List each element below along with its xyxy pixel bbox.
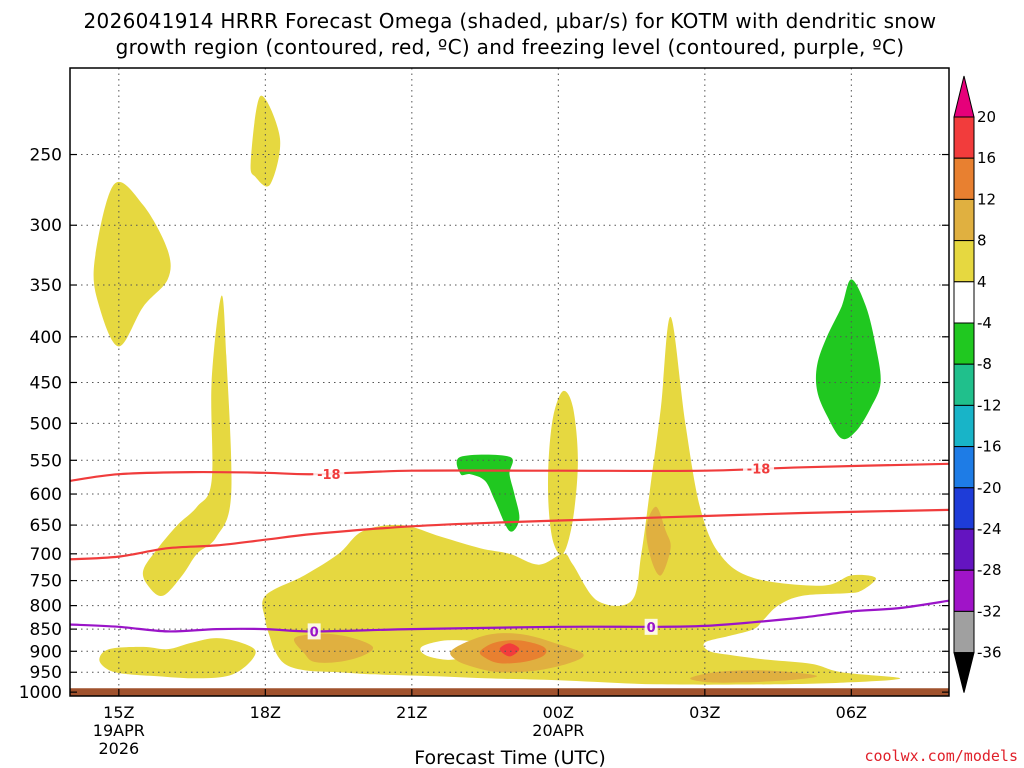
x-tick-label: 15Z	[103, 703, 134, 722]
y-axis-ticks: 2503003504004505005506006507007508008509…	[19, 146, 949, 703]
colorbar-label: 4	[977, 273, 987, 291]
omega-region-green	[456, 454, 520, 532]
chart-title-line-1: 2026041914 HRRR Forecast Omega (shaded, …	[84, 9, 937, 33]
contour-line--12	[70, 508, 949, 561]
x-tick-year: 2026	[98, 739, 139, 758]
colorbar-label: 12	[977, 190, 996, 208]
colorbar-label: 16	[977, 149, 996, 167]
contour-line-0	[70, 599, 949, 633]
omega-region-yellow	[93, 181, 171, 347]
omega-region-green	[815, 279, 881, 440]
colorbar-label: -24	[977, 520, 1002, 538]
contour-label: 0	[310, 625, 319, 640]
omega-region-yellow	[99, 638, 256, 679]
y-tick-label: 800	[30, 597, 62, 617]
colorbar-segment	[953, 528, 975, 571]
omega-region-tan	[646, 506, 671, 576]
omega-region-yellow	[262, 316, 901, 685]
y-tick-label: 650	[30, 516, 62, 536]
y-tick-label: 950	[30, 663, 62, 683]
colorbar-label: -36	[977, 644, 1002, 662]
x-tick-date: 19APR	[93, 721, 145, 740]
colorbar-segment	[953, 322, 975, 365]
omega-region-yellow	[142, 295, 232, 597]
omega-shading-layer	[93, 95, 901, 685]
chart-title-line-2: growth region (contoured, red, ºC) and f…	[116, 35, 905, 59]
colorbar-label: -32	[977, 602, 1002, 620]
colorbar-segment	[953, 446, 975, 489]
colorbar-segment	[953, 198, 975, 242]
y-tick-label: 450	[30, 373, 62, 393]
x-tick-label: 18Z	[250, 703, 281, 722]
colorbar-segment	[953, 157, 975, 200]
contour-label-background	[743, 460, 775, 477]
colorbar-segment	[953, 569, 975, 612]
colorbar-label: -8	[977, 355, 992, 373]
omega-region-red	[499, 643, 520, 657]
contour-label: -18	[317, 468, 341, 483]
colorbar-label: -16	[977, 438, 1002, 456]
colorbar-label: 8	[977, 232, 987, 250]
grid-layer	[70, 68, 949, 696]
x-tick-label: 00Z	[543, 703, 574, 722]
y-tick-label: 400	[30, 328, 62, 348]
y-tick-label: 850	[30, 620, 62, 640]
omega-region-yellow	[250, 95, 281, 187]
contour-label: -18	[747, 463, 771, 478]
colorbar-top-arrow	[953, 75, 975, 118]
x-tick-label: 06Z	[836, 703, 867, 722]
y-tick-label: 300	[30, 216, 62, 236]
colorbar-label: -12	[977, 396, 1002, 414]
colorbar-segment	[953, 116, 975, 159]
y-tick-label: 900	[30, 642, 62, 662]
y-tick-label: 550	[30, 451, 62, 471]
colorbar-segment	[953, 610, 975, 654]
omega-region-tan	[690, 670, 818, 683]
omega-region-tan	[293, 633, 374, 663]
contour-label-background	[313, 466, 345, 483]
colorbar: 20 16 12 8 4 -4 -8 -12 -16 -20 -24 -28 -32 -36	[953, 75, 1002, 693]
colorbar-segment	[953, 281, 975, 324]
colorbar-segment	[953, 240, 975, 283]
omega-region-yellow	[548, 390, 578, 555]
ground-below-surface	[70, 688, 949, 696]
x-tick-date: 20APR	[532, 721, 584, 740]
y-tick-label: 750	[30, 572, 62, 592]
y-tick-label: 350	[30, 276, 62, 296]
x-axis-label: Forecast Time (UTC)	[414, 747, 605, 768]
y-tick-label: 600	[30, 485, 62, 505]
y-tick-label: 1000	[19, 683, 62, 703]
colorbar-label: -20	[977, 479, 1002, 497]
contour-line--18	[70, 462, 949, 482]
colorbar-segment	[953, 363, 975, 406]
contour-layer: -18 -18 0 0	[70, 460, 949, 640]
y-tick-label: 250	[30, 146, 62, 166]
colorbar-segment	[953, 404, 975, 448]
x-tick-label: 03Z	[689, 703, 720, 722]
contour-label-background	[644, 618, 658, 635]
colorbar-segment	[953, 487, 975, 530]
contour-label: 0	[647, 621, 656, 636]
x-tick-label: 21Z	[396, 703, 427, 722]
y-tick-label: 500	[30, 414, 62, 434]
colorbar-label: 20	[977, 108, 996, 126]
colorbar-label: -28	[977, 561, 1002, 579]
plot-area: -18 -18 0 0	[70, 68, 949, 696]
y-tick-label: 700	[30, 545, 62, 565]
colorbar-bottom-arrow	[953, 652, 975, 693]
colorbar-label: -4	[977, 314, 992, 332]
credit-text: coolwx.com/models	[864, 747, 1018, 765]
contour-label-background	[307, 623, 321, 640]
